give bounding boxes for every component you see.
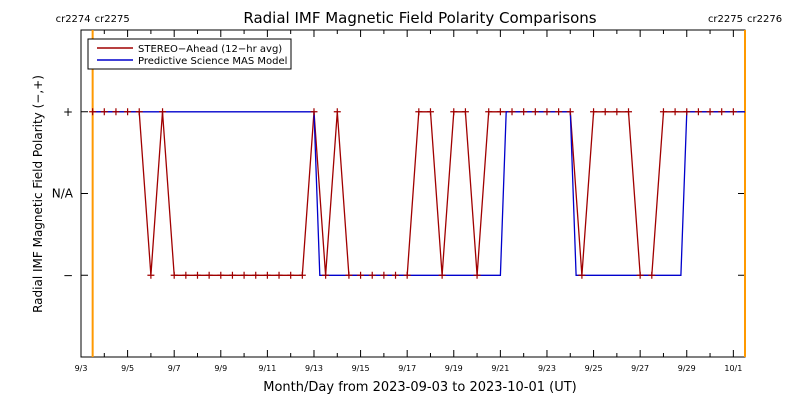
data-point-marker <box>159 108 167 116</box>
data-point-marker <box>403 271 411 279</box>
carrington-label-left: cr2275 <box>708 14 743 25</box>
data-point-marker <box>240 271 248 279</box>
data-point-marker <box>217 271 225 279</box>
carrington-label-left: cr2274 <box>56 14 91 25</box>
data-point-marker <box>287 271 295 279</box>
data-point-marker <box>531 108 539 116</box>
data-point-marker <box>543 108 551 116</box>
data-point-marker <box>461 108 469 116</box>
legend-label-stereo: STEREO−Ahead (12−hr avg) <box>138 44 282 55</box>
carrington-label-right: cr2275 <box>95 14 130 25</box>
data-point-marker <box>205 271 213 279</box>
data-point-marker <box>508 108 516 116</box>
data-point-marker <box>659 108 667 116</box>
data-point-marker <box>345 271 353 279</box>
x-tick-label: 9/5 <box>121 364 134 373</box>
x-tick-label: 9/19 <box>445 364 463 373</box>
data-point-marker <box>322 271 330 279</box>
y-axis-label: Radial IMF Magnetic Field Polarity (−,+) <box>31 75 45 313</box>
x-tick-label: 10/1 <box>724 364 742 373</box>
data-point-marker <box>694 108 702 116</box>
legend-box <box>87 38 292 70</box>
data-point-marker <box>671 108 679 116</box>
data-point-marker <box>426 108 434 116</box>
data-point-marker <box>275 271 283 279</box>
x-tick-label: 9/21 <box>491 364 509 373</box>
data-point-marker <box>357 271 365 279</box>
data-point-marker <box>333 108 341 116</box>
data-point-marker <box>438 271 446 279</box>
data-point-marker <box>601 108 609 116</box>
data-point-marker <box>263 271 271 279</box>
data-point-marker <box>718 108 726 116</box>
data-point-marker <box>590 108 598 116</box>
x-tick-label: 9/11 <box>258 364 276 373</box>
carrington-label-right: cr2276 <box>747 14 782 25</box>
data-point-marker <box>648 271 656 279</box>
data-point-marker <box>683 108 691 116</box>
chart-title: Radial IMF Magnetic Field Polarity Compa… <box>243 9 596 27</box>
y-tick-label: − <box>63 268 73 282</box>
data-point-marker <box>182 271 190 279</box>
data-point-marker <box>147 271 155 279</box>
data-point-marker <box>496 108 504 116</box>
x-tick-label: 9/29 <box>678 364 696 373</box>
data-point-marker <box>473 271 481 279</box>
data-point-marker <box>392 271 400 279</box>
data-point-marker <box>636 271 644 279</box>
data-point-marker <box>193 271 201 279</box>
x-tick-label: 9/23 <box>538 364 556 373</box>
data-point-marker <box>566 108 574 116</box>
data-point-marker <box>368 271 376 279</box>
data-point-marker <box>228 271 236 279</box>
data-point-marker <box>100 108 108 116</box>
x-tick-label: 9/9 <box>214 364 227 373</box>
x-tick-label: 9/27 <box>631 364 649 373</box>
data-point-marker <box>415 108 423 116</box>
data-point-marker <box>706 108 714 116</box>
x-axis-label: Month/Day from 2023-09-03 to 2023-10-01 … <box>263 380 576 395</box>
data-point-marker <box>450 108 458 116</box>
y-tick-label: N/A <box>52 187 74 201</box>
data-point-marker <box>520 108 528 116</box>
data-point-marker <box>135 108 143 116</box>
data-point-marker <box>310 108 318 116</box>
data-point-marker <box>380 271 388 279</box>
legend: STEREO−Ahead (12−hr avg) Predictive Scie… <box>87 38 292 70</box>
data-point-marker <box>170 271 178 279</box>
data-point-marker <box>124 108 132 116</box>
x-tick-label: 9/25 <box>585 364 603 373</box>
data-point-marker <box>112 108 120 116</box>
x-tick-label: 9/13 <box>305 364 323 373</box>
data-point-marker <box>485 108 493 116</box>
data-point-marker <box>613 108 621 116</box>
x-tick-label: 9/15 <box>352 364 370 373</box>
data-point-marker <box>298 271 306 279</box>
data-point-marker <box>625 108 633 116</box>
data-point-marker <box>89 108 97 116</box>
y-tick-label: + <box>63 105 73 119</box>
legend-label-mas: Predictive Science MAS Model <box>138 56 287 67</box>
x-tick-label: 9/3 <box>75 364 88 373</box>
data-point-marker <box>252 271 260 279</box>
data-point-marker <box>555 108 563 116</box>
data-point-marker <box>578 271 586 279</box>
x-tick-label: 9/17 <box>398 364 416 373</box>
data-point-marker <box>729 108 737 116</box>
x-tick-label: 9/7 <box>168 364 181 373</box>
